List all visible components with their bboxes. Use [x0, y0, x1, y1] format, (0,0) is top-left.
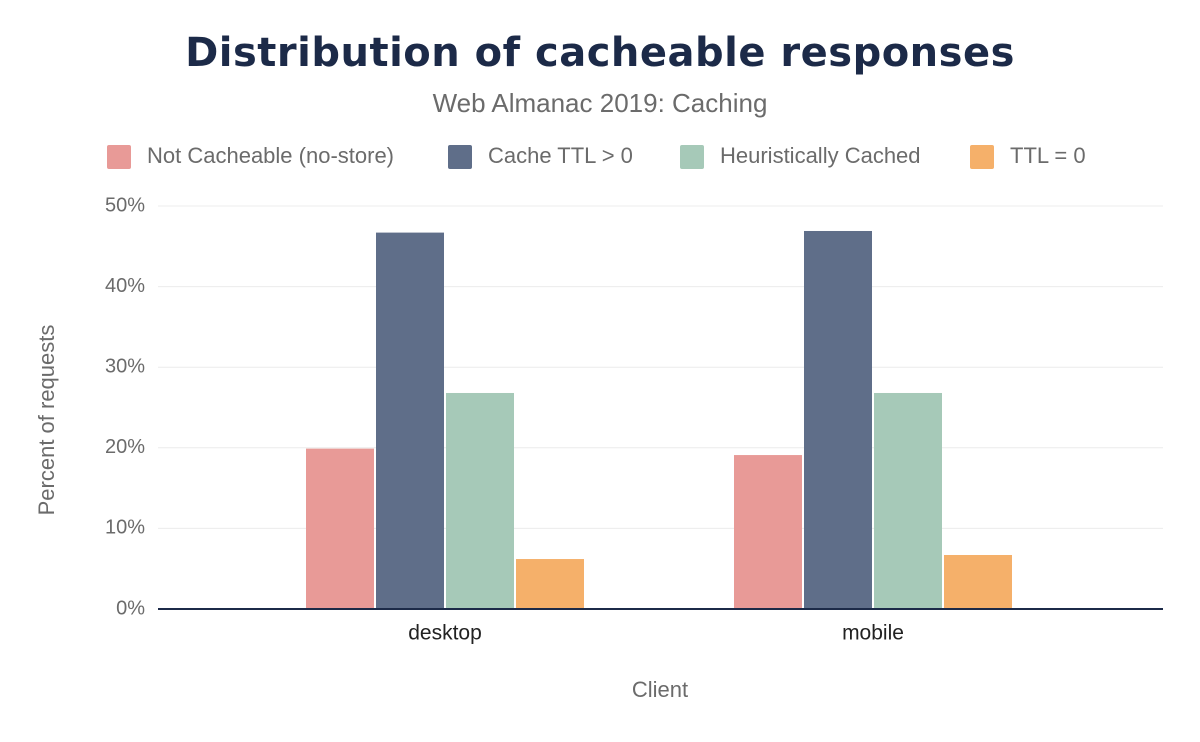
bar: [804, 230, 872, 609]
legend-swatch: [448, 145, 472, 169]
y-tick-label: 0%: [116, 597, 145, 619]
legend-label: TTL = 0: [1010, 143, 1086, 168]
bar: [376, 232, 444, 609]
y-axis-label: Percent of requests: [34, 325, 59, 516]
chart-subtitle: Web Almanac 2019: Caching: [433, 88, 768, 118]
legend-label: Not Cacheable (no-store): [147, 143, 394, 168]
chart-title: Distribution of cacheable responses: [185, 30, 1015, 76]
y-tick-label: 30%: [105, 355, 145, 377]
bar: [874, 392, 942, 609]
y-tick-label: 20%: [105, 436, 145, 458]
y-tick-label: 50%: [105, 194, 145, 216]
bar: [944, 554, 1012, 609]
bar: [734, 455, 802, 609]
x-tick-label: desktop: [408, 622, 482, 645]
legend-swatch: [107, 145, 131, 169]
bar: [516, 559, 584, 609]
x-axis-label: Client: [632, 677, 688, 702]
y-tick-label: 40%: [105, 275, 145, 297]
y-tick-label: 10%: [105, 517, 145, 539]
bar: [446, 392, 514, 609]
legend-swatch: [970, 145, 994, 169]
legend-label: Cache TTL > 0: [488, 143, 633, 168]
bar: [306, 448, 374, 609]
legend-label: Heuristically Cached: [720, 143, 921, 168]
x-tick-label: mobile: [842, 622, 904, 645]
legend-swatch: [680, 145, 704, 169]
